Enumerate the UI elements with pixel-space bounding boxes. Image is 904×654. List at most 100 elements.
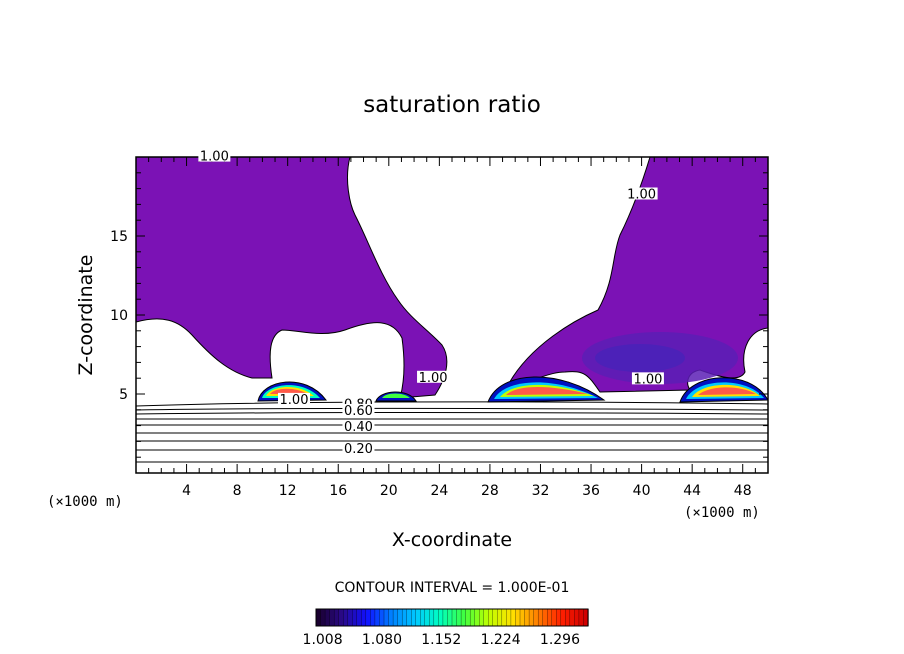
colorbar-swatch (320, 608, 326, 627)
contour-label-bg (417, 370, 450, 383)
colorbar-swatch (451, 608, 458, 627)
contour-label: 1.00 (633, 372, 662, 387)
contour-labels: 1.001.001.001.001.000.800.600.400.20 (198, 149, 664, 457)
colorbar-swatch (533, 608, 539, 627)
colorbar-swatch (547, 608, 553, 627)
y-axis: 5 10 15 (110, 172, 768, 458)
contour-lines-lower (136, 401, 768, 463)
colorbar-swatch (556, 608, 562, 627)
x-tick-label: 32 (532, 483, 550, 499)
y-tick-label: 10 (110, 308, 128, 324)
x-tick-label: 16 (329, 483, 347, 499)
colorbar-swatch (338, 608, 344, 627)
colorbar-swatch (456, 608, 462, 627)
contour-label: 1.00 (200, 150, 229, 165)
colorbar-swatch (406, 608, 412, 627)
y-axis-label: Z-coordinate (75, 255, 97, 376)
colorbar-swatch (519, 608, 526, 627)
colorbar-swatch (415, 608, 421, 627)
cloud-core-2 (375, 391, 417, 402)
colorbar-swatch (392, 608, 399, 627)
cloud-core-4 (679, 377, 768, 403)
contour-label: 0.40 (344, 420, 373, 435)
x-axis-unit-left: (×1000 m) (47, 494, 123, 510)
colorbar-swatch (492, 608, 498, 627)
colorbar-swatch (379, 608, 385, 627)
colorbar-swatch (361, 608, 367, 627)
contour-interval-text: CONTOUR INTERVAL = 1.000E-01 (335, 580, 570, 596)
colorbar-swatch (474, 608, 480, 627)
colorbar-label: 1.152 (421, 632, 461, 648)
colorbar-swatch (315, 608, 322, 627)
contour-label: 1.00 (280, 393, 309, 408)
contour-label-bg (631, 372, 664, 385)
colorbar-swatch (537, 608, 544, 627)
x-tick-label: 20 (380, 483, 398, 499)
colorbar-swatch (465, 608, 471, 627)
x-axis-label: X-coordinate (392, 529, 512, 551)
contour-label-bg (625, 187, 658, 200)
colorbar-swatch (574, 608, 580, 627)
colorbar-frame (315, 608, 589, 627)
colorbar-swatch (420, 608, 426, 627)
colorbar-swatch (501, 608, 508, 627)
contour-label: 0.60 (344, 404, 373, 419)
colorbar-swatch (374, 608, 381, 627)
y-tick-label: 15 (110, 229, 128, 245)
colorbar-swatch (442, 608, 449, 627)
colorbar (315, 608, 589, 627)
colorbar-swatch (569, 608, 576, 627)
colorbar-label: 1.080 (362, 632, 402, 648)
x-tick-label: 8 (233, 483, 242, 499)
colorbar-swatch (365, 608, 372, 627)
y-tick-label: 5 (119, 387, 128, 403)
colorbar-swatch (510, 608, 517, 627)
colorbar-swatch (343, 608, 349, 627)
colorbar-label: 1.296 (540, 632, 580, 648)
colorbar-swatch (447, 608, 453, 627)
colorbar-swatch (469, 608, 476, 627)
colorbar-swatch (429, 608, 435, 627)
colorbar-swatch (401, 608, 408, 627)
x-tick-label: 48 (734, 483, 752, 499)
colorbar-swatch (433, 608, 440, 627)
x-axis: 4 8 12 16 20 24 28 32 36 40 44 48 (148, 157, 756, 499)
chart-title: saturation ratio (363, 92, 541, 118)
x-tick-label: 4 (182, 483, 191, 499)
colorbar-label: 1.224 (481, 632, 521, 648)
colorbar-labels: 1.008 1.080 1.152 1.224 1.296 (303, 632, 581, 648)
contour-label-bg (342, 419, 375, 432)
x-axis-unit-right: (×1000 m) (684, 505, 760, 521)
contour-label-bg (342, 403, 375, 416)
x-tick-label: 24 (430, 483, 448, 499)
colorbar-swatch (333, 608, 340, 627)
colorbar-swatch (347, 608, 353, 627)
plot-area (136, 157, 768, 463)
colorbar-swatch (411, 608, 417, 627)
colorbar-swatch (460, 608, 467, 627)
supersaturated-region (136, 157, 448, 399)
colorbar-swatch (352, 608, 358, 627)
colorbar-swatch (524, 608, 530, 627)
colorbar-swatch (488, 608, 494, 627)
contour-label-bg (342, 441, 375, 454)
contour-label-bg (198, 149, 231, 162)
colorbar-swatch (528, 608, 535, 627)
colorbar-swatch (356, 608, 362, 627)
colorbar-swatch (388, 608, 394, 627)
colorbar-swatch (383, 608, 390, 627)
colorbar-swatch (479, 608, 485, 627)
colorbar-label: 1.008 (303, 632, 343, 648)
colorbar-swatch (551, 608, 557, 627)
colorbar-swatch (329, 608, 335, 627)
x-tick-label: 40 (633, 483, 651, 499)
contour-label: 1.00 (627, 188, 656, 203)
colorbar-swatch (497, 608, 503, 627)
colorbar-swatch (324, 608, 331, 627)
x-tick-label: 28 (481, 483, 499, 499)
colorbar-swatch (578, 608, 585, 627)
x-tick-label: 44 (683, 483, 701, 499)
colorbar-swatch (542, 608, 548, 627)
contour-label: 0.20 (344, 442, 373, 457)
